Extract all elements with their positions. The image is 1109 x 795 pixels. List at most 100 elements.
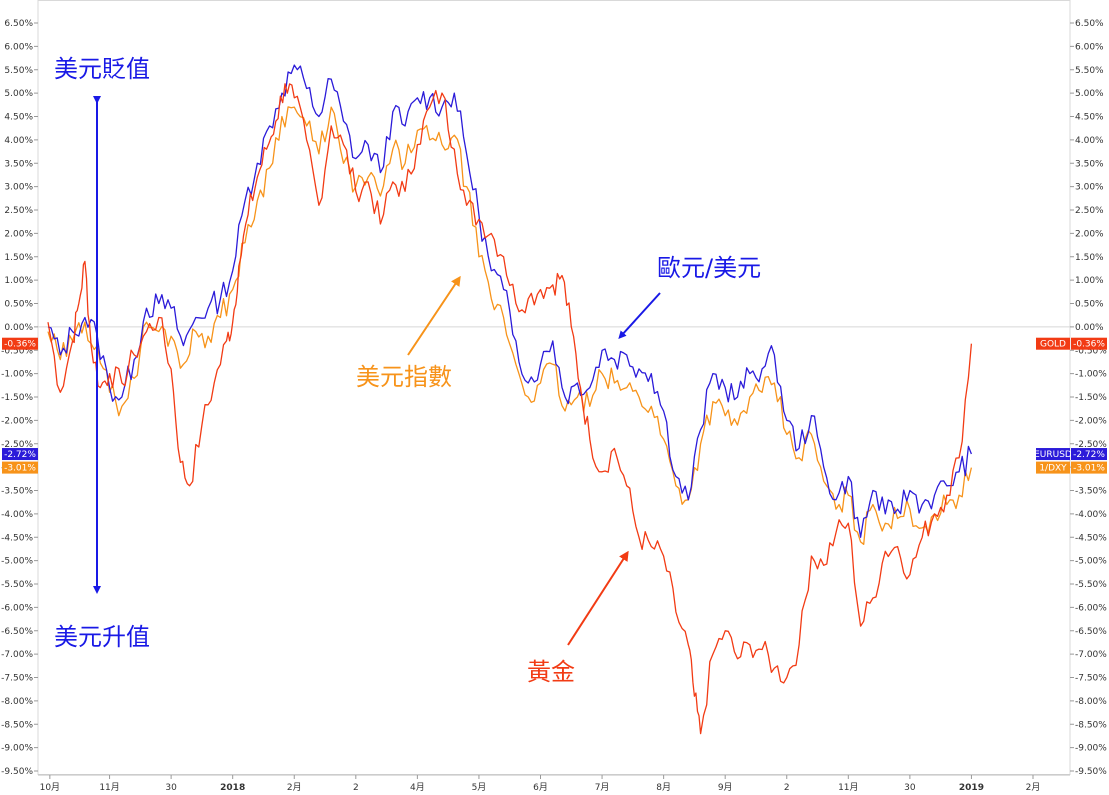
y-tick-label-left: -1.50% bbox=[1, 393, 33, 403]
y-tick-label-right: -9.00% bbox=[1075, 744, 1107, 754]
series-name-label: 1/DXY bbox=[1039, 464, 1067, 474]
y-axis-left: 6.50% 6.00% 5.50% 5.00% 4.50% 4.00% 3.50% 3.00%… bbox=[1, 19, 38, 777]
last-value-label-right: -0.36% bbox=[1073, 340, 1105, 350]
y-tick-label-right: -2.00% bbox=[1075, 416, 1107, 426]
y-tick-label-left: -6.00% bbox=[1, 603, 33, 613]
series-name-badge bbox=[1036, 337, 1070, 350]
series-name-badge bbox=[1036, 461, 1070, 474]
annotation-layer: 美元貶值 美元升值 美元指數 歐元/美元 黃金 bbox=[54, 55, 761, 686]
y-tick-label-left: -2.00% bbox=[1, 416, 33, 426]
y-tick-label-left: -0.50% bbox=[1, 346, 33, 356]
y-tick-label-right: -3.50% bbox=[1075, 487, 1107, 497]
series-name-badge bbox=[1036, 448, 1070, 461]
x-tick-label: 30 bbox=[165, 783, 177, 793]
y-tick-label-left: 3.00% bbox=[4, 183, 33, 193]
x-tick-label: 2018 bbox=[220, 783, 245, 793]
last-value-label-left: -0.36% bbox=[4, 340, 36, 350]
y-tick-label-right: 6.00% bbox=[1075, 42, 1104, 52]
x-tick-label: 8月 bbox=[656, 782, 671, 793]
y-tick-label-right: -5.50% bbox=[1075, 580, 1107, 590]
x-tick-label: 11月 bbox=[838, 782, 858, 793]
y-tick-label-left: -5.00% bbox=[1, 557, 33, 567]
x-tick-label: 11月 bbox=[99, 782, 119, 793]
y-tick-label-right: 0.00% bbox=[1075, 323, 1104, 333]
last-value-badge-left bbox=[2, 461, 38, 474]
y-tick-label-right: 0.50% bbox=[1075, 300, 1104, 310]
y-tick-label-right: -7.00% bbox=[1075, 650, 1107, 660]
y-tick-label-right: -6.00% bbox=[1075, 603, 1107, 613]
y-tick-label-right: -0.50% bbox=[1075, 346, 1107, 356]
last-value-label-left: -3.01% bbox=[4, 464, 36, 474]
last-value-badge-left bbox=[2, 448, 38, 461]
y-tick-label-right: 2.50% bbox=[1075, 206, 1104, 216]
dxy-label: 美元指數 bbox=[356, 363, 452, 391]
y-axis-right: 6.50% 6.00% 5.50% 5.00% 4.50% 4.00% 3.50% 3.00%… bbox=[1070, 19, 1107, 777]
y-tick-label-right: -8.00% bbox=[1075, 697, 1107, 707]
usd-strengthen-label: 美元升值 bbox=[54, 623, 150, 651]
y-tick-label-left: 4.00% bbox=[4, 136, 33, 146]
y-tick-label-left: 1.00% bbox=[4, 276, 33, 286]
x-tick-label: 2019 bbox=[959, 783, 984, 793]
x-tick-label: 2月 bbox=[1026, 782, 1041, 793]
y-tick-label-right: -9.50% bbox=[1075, 767, 1107, 777]
y-tick-label-right: 5.00% bbox=[1075, 89, 1104, 99]
y-tick-label-left: -7.00% bbox=[1, 650, 33, 660]
y-tick-label-right: 1.50% bbox=[1075, 253, 1104, 263]
y-tick-label-right: 4.50% bbox=[1075, 113, 1104, 123]
y-tick-label-right: 2.00% bbox=[1075, 229, 1104, 239]
last-value-badge-left bbox=[2, 337, 38, 350]
x-tick-label: 10月 bbox=[40, 782, 60, 793]
y-tick-label-left: -8.00% bbox=[1, 697, 33, 707]
last-value-badge-right bbox=[1071, 337, 1107, 350]
y-tick-label-right: 5.50% bbox=[1075, 66, 1104, 76]
x-tick-label: 9月 bbox=[718, 782, 733, 793]
eurusd-arrow bbox=[618, 292, 661, 339]
y-tick-label-left: 6.50% bbox=[4, 19, 33, 29]
y-tick-label-left: -3.50% bbox=[1, 487, 33, 497]
y-tick-label-left: -9.00% bbox=[1, 744, 33, 754]
y-tick-label-left: 0.50% bbox=[4, 300, 33, 310]
y-tick-label-left: -5.50% bbox=[1, 580, 33, 590]
gold-arrow bbox=[567, 550, 629, 646]
x-tick-label: 4月 bbox=[410, 782, 425, 793]
y-tick-label-right: -1.00% bbox=[1075, 370, 1107, 380]
last-value-label-right: -2.72% bbox=[1073, 450, 1105, 460]
series-line-gold bbox=[47, 83, 973, 735]
y-tick-label-right: 6.50% bbox=[1075, 19, 1104, 29]
x-tick-label: 5月 bbox=[472, 782, 487, 793]
last-value-label-left: -2.72% bbox=[4, 450, 36, 460]
y-tick-label-right: -6.50% bbox=[1075, 627, 1107, 637]
y-tick-label-right: -5.00% bbox=[1075, 557, 1107, 567]
y-tick-label-left: -6.50% bbox=[1, 627, 33, 637]
y-tick-label-left: -4.50% bbox=[1, 533, 33, 543]
y-tick-label-right: 3.00% bbox=[1075, 183, 1104, 193]
y-tick-label-left: 6.00% bbox=[4, 42, 33, 52]
y-tick-label-left: 5.00% bbox=[4, 89, 33, 99]
series-line-dxy bbox=[47, 106, 973, 545]
y-tick-label-right: -7.50% bbox=[1075, 674, 1107, 684]
y-tick-label-right: 4.00% bbox=[1075, 136, 1104, 146]
series-line-eurusd bbox=[47, 64, 973, 538]
x-tick-label: 2 bbox=[784, 783, 790, 793]
y-tick-label-left: 5.50% bbox=[4, 66, 33, 76]
y-tick-label-left: 2.00% bbox=[4, 229, 33, 239]
y-tick-label-right: -8.50% bbox=[1075, 720, 1107, 730]
y-tick-label-left: 1.50% bbox=[4, 253, 33, 263]
x-tick-label: 2 bbox=[353, 783, 359, 793]
series-name-label: GOLD bbox=[1040, 340, 1066, 350]
y-tick-label-right: -4.50% bbox=[1075, 533, 1107, 543]
y-tick-label-left: -1.00% bbox=[1, 370, 33, 380]
badges-layer: -0.36% GOLD -0.36%-2.72% EURUSD -2.72%-3.01%… bbox=[2, 337, 1107, 474]
y-tick-label-left: 3.50% bbox=[4, 159, 33, 169]
y-tick-label-left: -8.50% bbox=[1, 720, 33, 730]
y-tick-label-left: 4.50% bbox=[4, 113, 33, 123]
dxy-arrow bbox=[407, 275, 461, 356]
y-tick-label-left: 0.00% bbox=[4, 323, 33, 333]
last-value-badge-right bbox=[1071, 461, 1107, 474]
series-layer bbox=[47, 64, 973, 735]
y-tick-label-right: -2.50% bbox=[1075, 440, 1107, 450]
y-tick-label-left: -4.00% bbox=[1, 510, 33, 520]
x-tick-label: 7月 bbox=[595, 782, 610, 793]
x-tick-label: 30 bbox=[904, 783, 916, 793]
